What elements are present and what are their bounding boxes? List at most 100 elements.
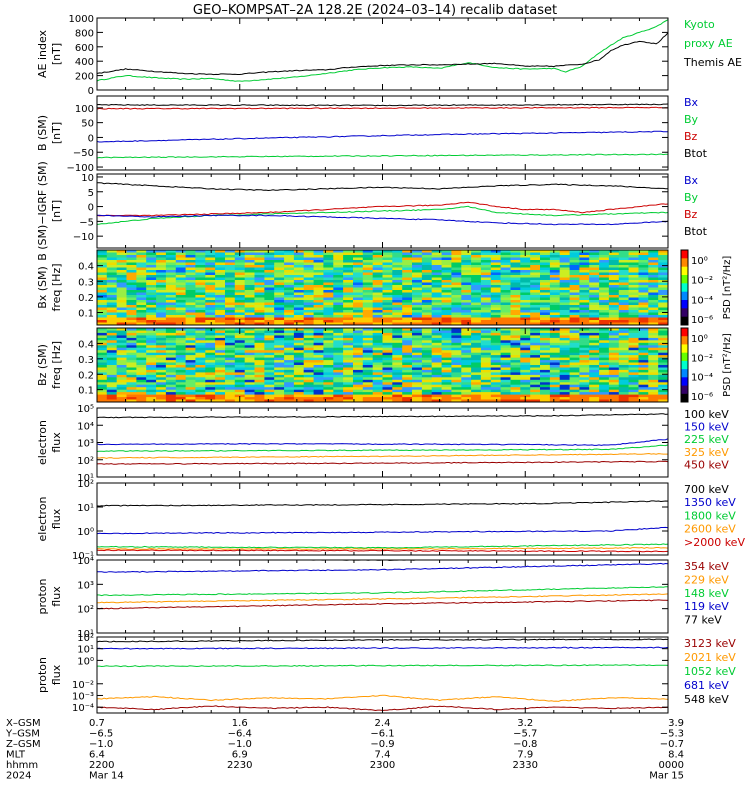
ephemeris-row-label: 2024 [6, 771, 31, 782]
y-tick-label: 0 [88, 86, 94, 97]
y-tick-label: 100 [75, 104, 94, 115]
y-tick-label: −50 [73, 148, 94, 159]
y-axis-label: electron [36, 497, 49, 542]
series-line-1350-keV [97, 527, 668, 533]
series-line-Bx [97, 131, 668, 142]
legend-entry: Bx [684, 96, 699, 109]
colorbar-segment [681, 250, 688, 259]
series-line-450-keV [97, 461, 668, 464]
ephemeris-value: 2200 [89, 760, 114, 771]
legend-entry: 700 keV [684, 483, 729, 496]
y-tick-label: 0.3 [78, 355, 94, 366]
y-axis-label: freq [Hz] [50, 263, 63, 311]
y-tick-label: 10² [77, 456, 94, 467]
y-tick-label: 400 [75, 57, 94, 68]
colorbar-segment [681, 344, 688, 353]
y-axis-label: flux [50, 586, 63, 607]
colorbar-segment [681, 386, 688, 395]
y-axis-label: electron [36, 420, 49, 465]
colorbar-segment [681, 283, 688, 292]
series-line-Btot [97, 104, 668, 106]
legend-entry: 148 keV [684, 587, 729, 600]
colorbar-tick-label: 10⁰ [691, 256, 708, 267]
legend-entry: Kyoto [684, 18, 715, 31]
y-axis-label: [nT] [50, 200, 63, 222]
y-axis-label: B (SM)−IGRF (SM) [36, 161, 49, 261]
ephemeris-row-label: X–GSM [6, 718, 41, 729]
legend-entry: Btot [684, 225, 708, 238]
ephemeris-row-label: hhmm [6, 760, 38, 771]
colorbar-segment [681, 258, 688, 267]
legend-entry: Btot [684, 147, 708, 160]
colorbar-tick-label: 10⁰ [691, 334, 708, 345]
series-line-225-keV [97, 445, 668, 452]
series-line-Bx [97, 215, 668, 225]
colorbar-label: PSD [nT²/Hz] [722, 256, 733, 320]
legend-entry: 354 keV [684, 560, 729, 573]
y-tick-label: 600 [75, 43, 94, 54]
ephemeris-value: −0.8 [513, 739, 537, 750]
legend-entry: 1052 keV [684, 665, 736, 678]
legend-entry: 325 keV [684, 446, 729, 459]
colorbar-segment [681, 267, 688, 276]
colorbar-tick-label: 10⁻⁴ [691, 373, 713, 384]
legend-entry: 100 keV [684, 408, 729, 421]
colorbar-segment [681, 308, 688, 317]
ephemeris-value: 6.9 [232, 750, 248, 761]
ephemeris-value: 0.7 [89, 718, 105, 729]
series-line-681-keV [97, 647, 668, 649]
colorbar-segment [681, 292, 688, 301]
legend-entry: Bx [684, 174, 699, 187]
y-tick-label: 0.2 [78, 293, 94, 304]
ephemeris-value: −1.0 [228, 739, 252, 750]
legend-entry: >2000 keV [684, 536, 745, 549]
legend-entry: 1800 keV [684, 509, 736, 522]
ephemeris-row-label: MLT [6, 750, 26, 761]
ephemeris-value: 3.9 [668, 718, 684, 729]
series-line-Bz [97, 107, 668, 109]
y-tick-label: 10³ [77, 439, 94, 450]
y-tick-label: 10⁴ [77, 556, 94, 567]
y-tick-label: 10² [77, 633, 94, 644]
colorbar-tick-label: 10⁻⁴ [691, 295, 713, 306]
y-axis-label: [nT] [50, 43, 63, 65]
colorbar-tick-label: 10⁻² [691, 353, 713, 364]
ephemeris-value: 7.9 [517, 750, 533, 761]
legend-entry: 548 keV [684, 693, 729, 706]
legend-entry: 3123 keV [684, 637, 736, 650]
y-tick-label: 0.4 [78, 262, 94, 273]
y-axis-label: [nT] [50, 122, 63, 144]
ephemeris-value: 2300 [370, 760, 395, 771]
y-tick-label: −10 [73, 232, 94, 243]
series-line-Btot [97, 183, 668, 191]
series-line-100-keV [97, 414, 668, 418]
ephemeris-value: −5.7 [513, 729, 537, 740]
panel-frame [97, 483, 668, 555]
colorbar-segment [681, 328, 688, 337]
y-axis-label: proton [36, 657, 49, 693]
series-line-148-keV [97, 587, 668, 596]
colorbar-segment [681, 394, 688, 403]
colorbar-segment [681, 361, 688, 370]
ephemeris-value: 2.4 [375, 718, 391, 729]
y-tick-label: 0.1 [78, 386, 94, 397]
y-tick-label: 10⁻³ [72, 691, 94, 702]
colorbar-tick-label: 10⁻⁶ [691, 392, 713, 403]
legend-entry: 681 keV [684, 679, 729, 692]
y-axis-label: flux [50, 432, 63, 453]
legend-entry: 229 keV [684, 573, 729, 586]
colorbar-segment [681, 353, 688, 362]
y-axis-label: flux [50, 508, 63, 529]
ephemeris-value: 7.4 [375, 750, 391, 761]
y-tick-label: 10² [77, 479, 94, 490]
ephemeris-value: −6.4 [228, 729, 252, 740]
y-tick-label: 0 [88, 203, 94, 214]
y-tick-label: 10⁴ [77, 421, 94, 432]
y-tick-label: 800 [75, 28, 94, 39]
legend-entry: Bz [684, 130, 698, 143]
